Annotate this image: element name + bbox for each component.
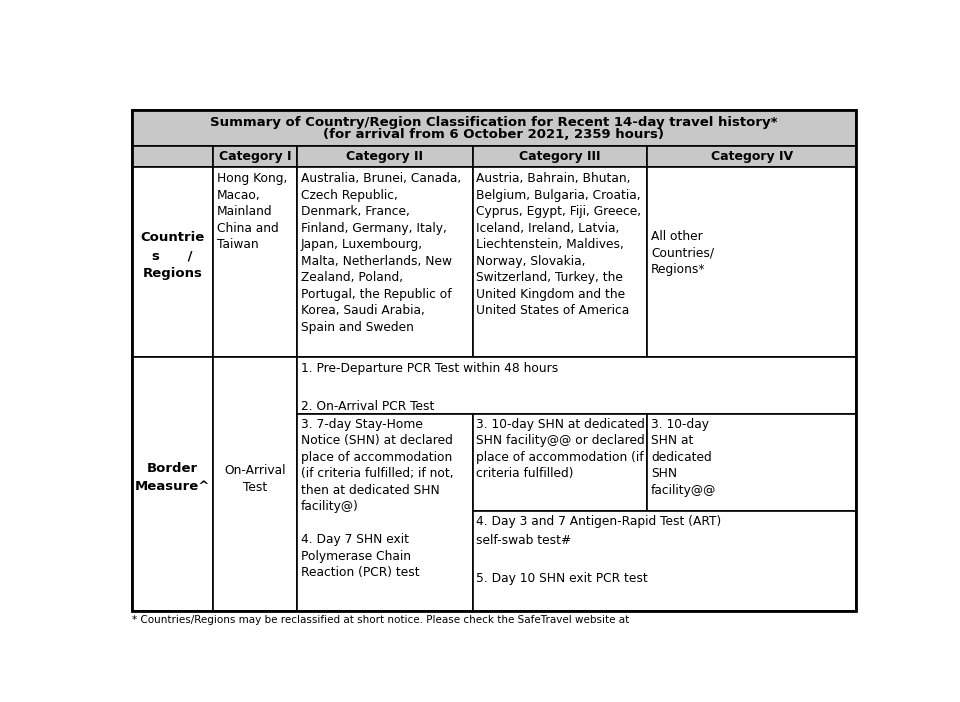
Bar	[647, 167, 856, 357]
Bar	[213, 357, 297, 611]
Text: Hong Kong,
Macao,
Mainland
China and
Taiwan: Hong Kong, Macao, Mainland China and Tai…	[217, 172, 287, 251]
Bar	[472, 167, 647, 357]
Text: Border
Measure^: Border Measure^	[134, 462, 210, 494]
Bar	[647, 413, 856, 511]
Text: Category I: Category I	[219, 150, 291, 163]
Text: Summary of Country/Region Classification for Recent 14-day travel history*: Summary of Country/Region Classification…	[210, 117, 778, 129]
Bar	[472, 413, 647, 511]
Bar	[132, 357, 213, 611]
Text: Category II: Category II	[347, 150, 423, 163]
Text: 3. 10-day
SHN at
dedicated
SHN
facility@@: 3. 10-day SHN at dedicated SHN facility@…	[651, 418, 716, 496]
Bar	[213, 167, 297, 357]
Text: Category IV: Category IV	[710, 150, 793, 163]
Bar	[132, 146, 213, 167]
Text: * Countries/Regions may be reclassified at short notice. Please check the SafeTr: * Countries/Regions may be reclassified …	[132, 615, 629, 625]
Text: 1. Pre-Departure PCR Test within 48 hours

2. On-Arrival PCR Test: 1. Pre-Departure PCR Test within 48 hour…	[300, 362, 558, 413]
Text: On-Arrival
Test: On-Arrival Test	[224, 464, 286, 494]
Text: (for arrival from 6 October 2021, 2359 hours): (for arrival from 6 October 2021, 2359 h…	[324, 128, 664, 141]
Bar	[297, 413, 472, 611]
Bar	[297, 167, 472, 357]
Text: Countrie
s      /
Regions: Countrie s / Regions	[140, 232, 204, 281]
Text: Category III: Category III	[519, 150, 601, 163]
Text: 3. 10-day SHN at dedicated
SHN facility@@ or declared
place of accommodation (if: 3. 10-day SHN at dedicated SHN facility@…	[476, 418, 645, 480]
Text: Austria, Bahrain, Bhutan,
Belgium, Bulgaria, Croatia,
Cyprus, Egypt, Fiji, Greec: Austria, Bahrain, Bhutan, Belgium, Bulga…	[476, 172, 641, 317]
Bar	[472, 511, 856, 611]
Bar	[132, 167, 213, 357]
Bar	[647, 146, 856, 167]
Text: 4. Day 3 and 7 Antigen-Rapid Test (ART)
self-swab test#

5. Day 10 SHN exit PCR : 4. Day 3 and 7 Antigen-Rapid Test (ART) …	[476, 515, 722, 585]
Bar	[297, 357, 856, 413]
Text: All other
Countries/
Regions*: All other Countries/ Regions*	[651, 230, 714, 276]
Bar	[297, 146, 472, 167]
Text: 3. 7-day Stay-Home
Notice (SHN) at declared
place of accommodation
(if criteria : 3. 7-day Stay-Home Notice (SHN) at decla…	[300, 418, 453, 579]
Bar	[213, 146, 297, 167]
Bar	[472, 146, 647, 167]
Text: Australia, Brunei, Canada,
Czech Republic,
Denmark, France,
Finland, Germany, It: Australia, Brunei, Canada, Czech Republi…	[300, 172, 461, 333]
Bar	[132, 110, 856, 146]
